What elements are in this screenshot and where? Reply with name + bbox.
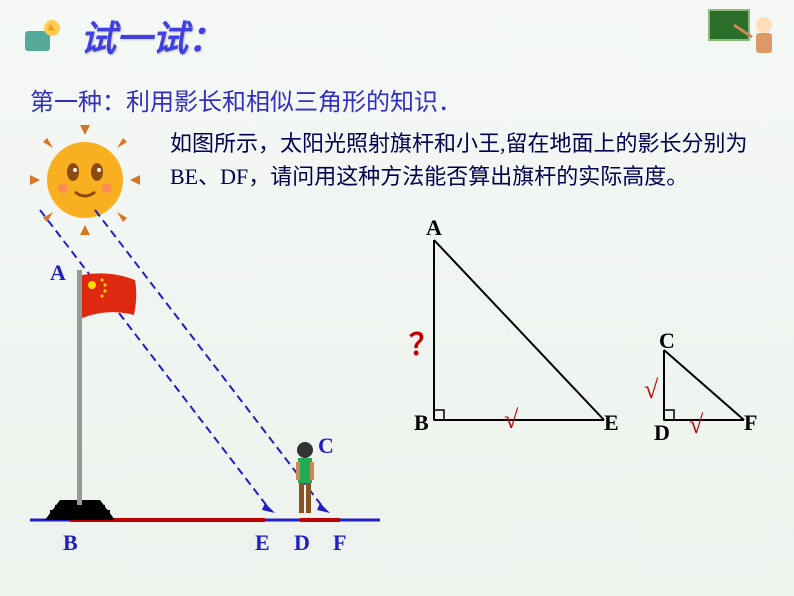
logo-icon [20,16,70,56]
check-BE: √ [504,405,518,435]
diagram-left: A B C E D F [30,200,380,560]
label-E-left: E [255,530,270,556]
diagram-right: A B E C D F ？ √ √ √ [404,220,764,440]
label-F-right: F [744,410,757,436]
label-B-right: B [414,410,429,436]
teacher-icon [704,5,784,65]
label-C-left: C [318,433,334,459]
subtitle: 第一种：利用影长和相似三角形的知识． [30,82,764,117]
check-DF: √ [689,410,703,440]
question-mark: ？ [409,320,439,364]
header: 试一试： [0,0,794,72]
check-CD: √ [644,375,658,405]
label-D-left: D [294,530,310,556]
label-C-right: C [659,328,675,354]
label-F-left: F [333,530,346,556]
page-title: 试一试： [80,10,224,62]
label-A-left: A [50,260,66,286]
label-B-left: B [63,530,78,556]
label-D-right: D [654,420,670,446]
label-E-right: E [604,410,619,436]
body-text: 如图所示，太阳光照射旗杆和小王,留在地面上的影长分别为BE、DF，请问用这种方法… [170,127,764,193]
label-A-right: A [426,215,442,241]
